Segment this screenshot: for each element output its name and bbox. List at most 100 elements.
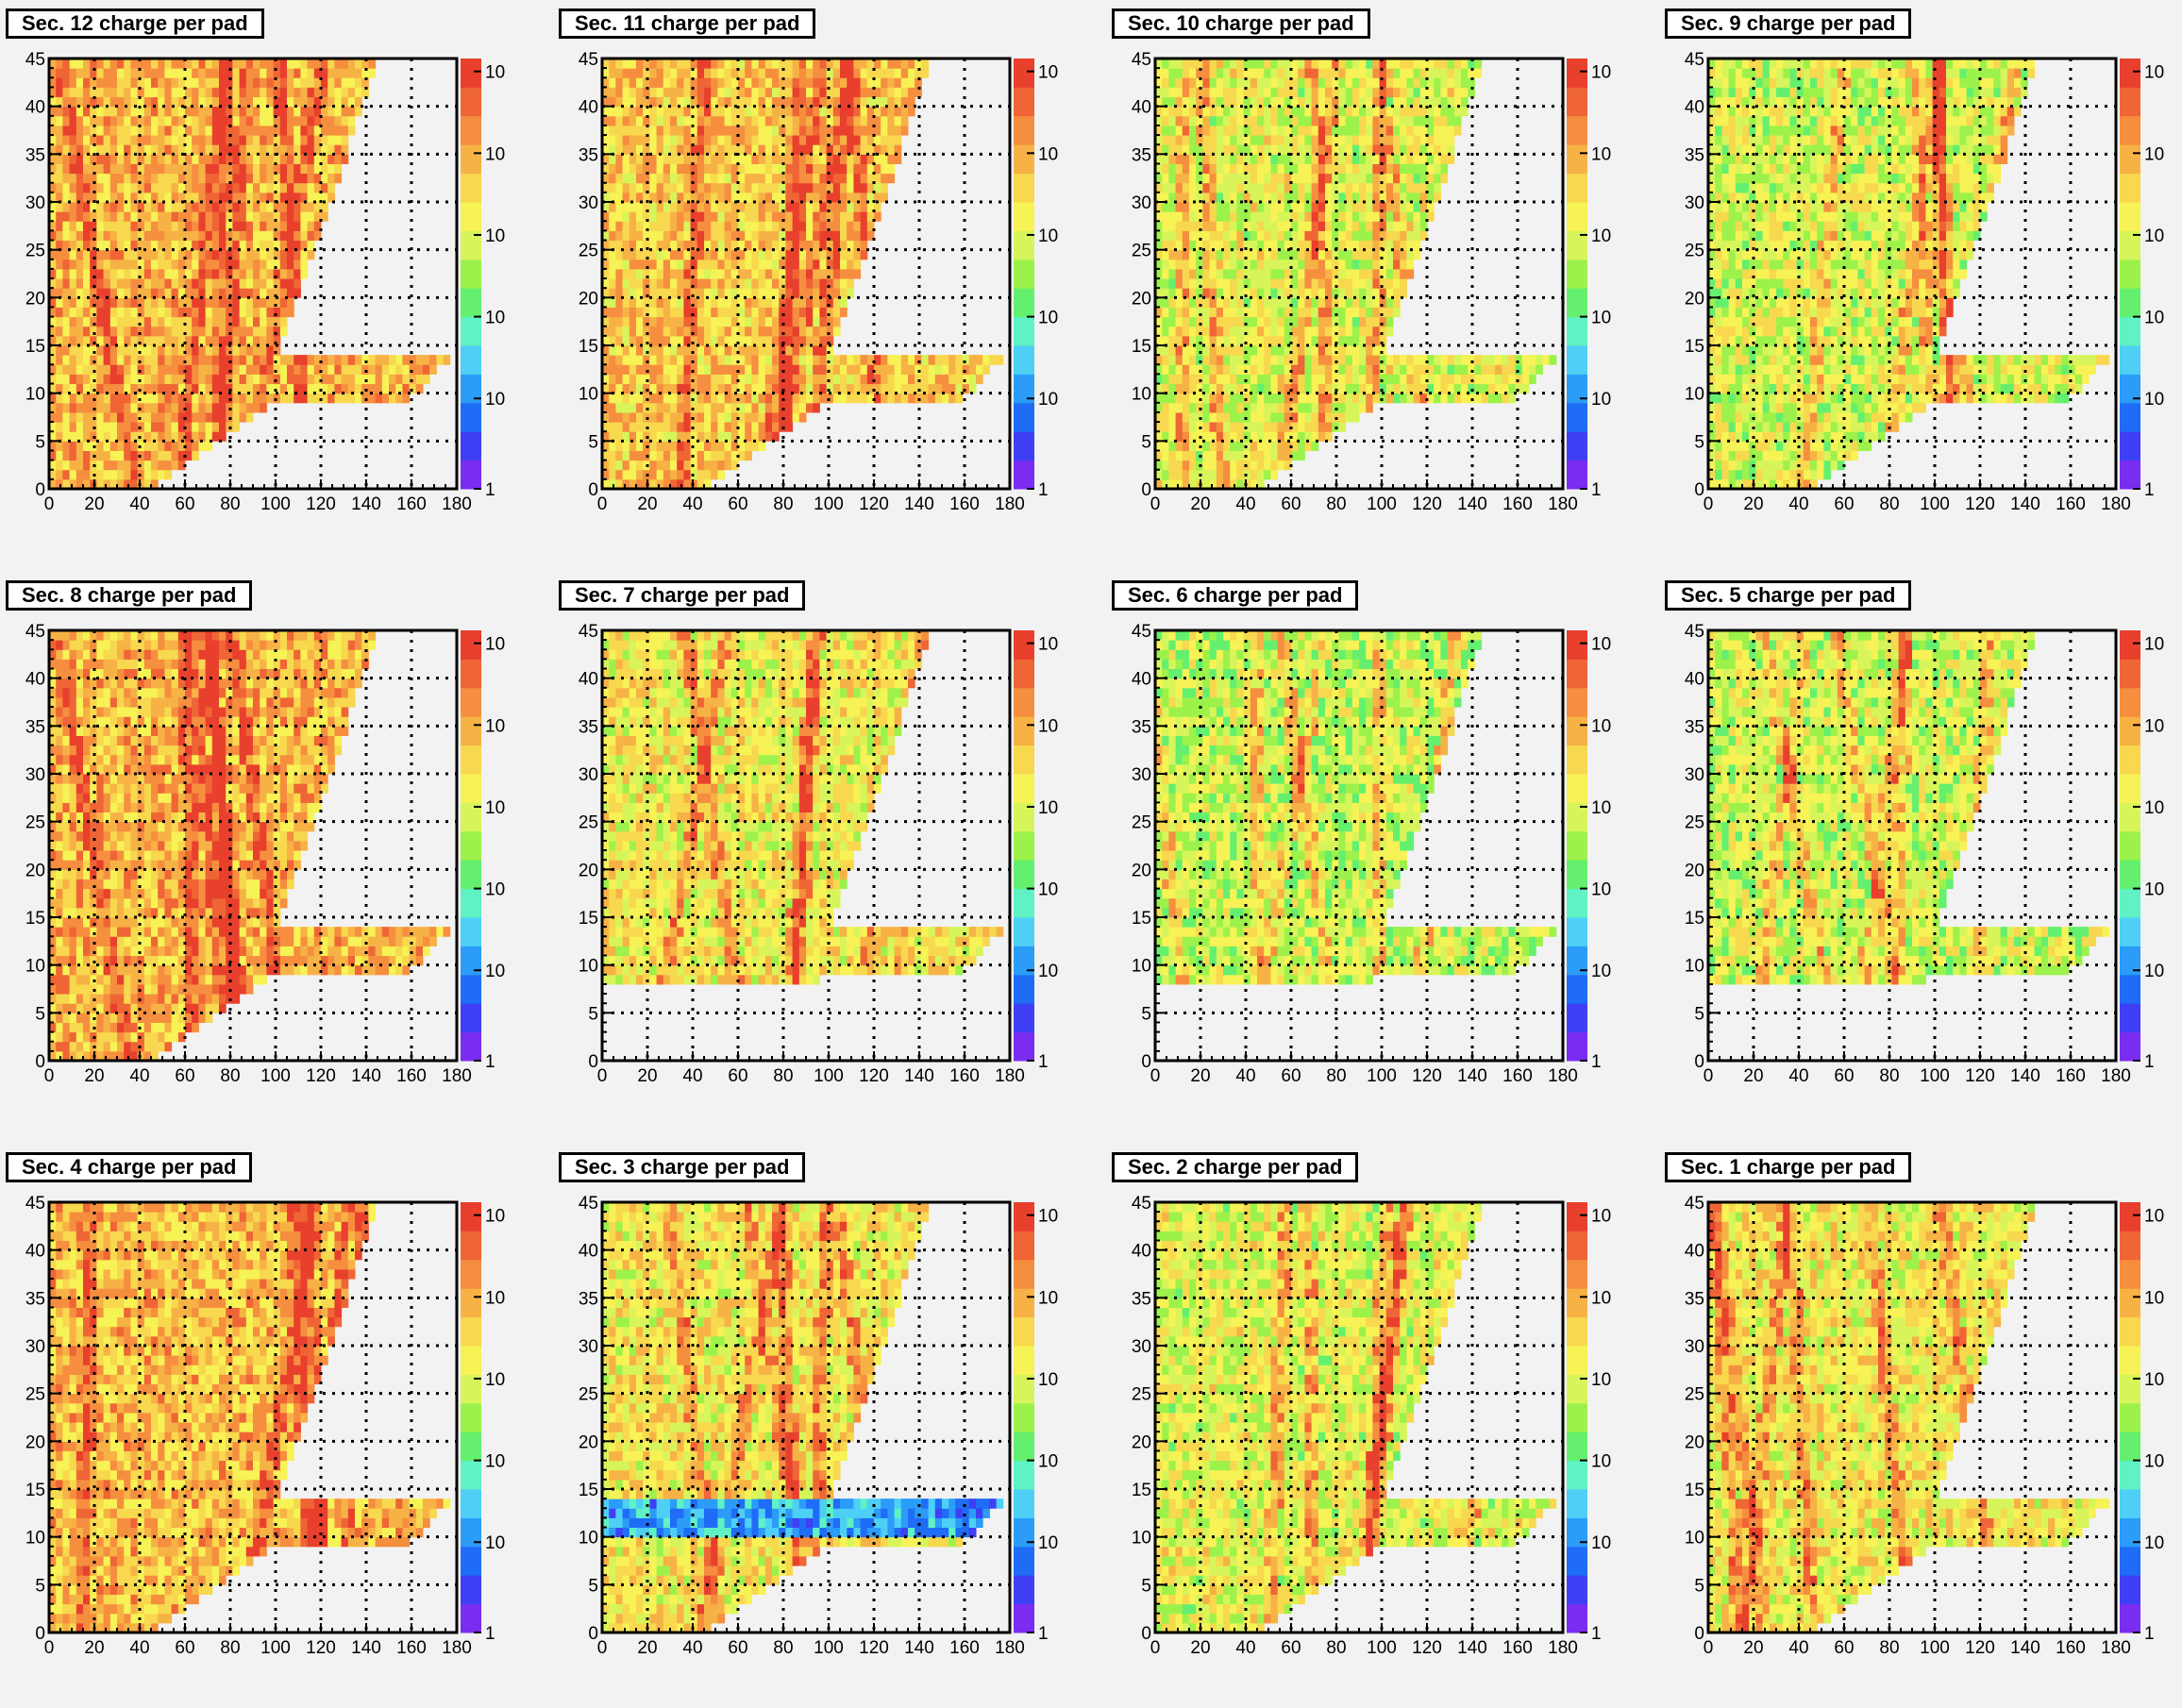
heatmap-cell	[1270, 211, 1278, 222]
heatmap-cell	[765, 422, 773, 432]
heatmap-cell	[1250, 412, 1258, 423]
heatmap-cell	[158, 269, 165, 279]
heatmap-cell	[83, 77, 91, 88]
heatmap-cell	[623, 269, 630, 279]
z-tick-label: 10	[485, 63, 505, 83]
heatmap-cell	[649, 422, 657, 432]
heatmap-cell	[246, 364, 254, 375]
heatmap-cell	[144, 68, 152, 78]
heatmap-cell	[144, 107, 152, 117]
heatmap-cell	[260, 107, 267, 117]
heatmap-cell	[1366, 327, 1373, 337]
heatmap-cell	[287, 394, 294, 404]
heatmap-cell	[1386, 278, 1394, 289]
heatmap-cell	[334, 135, 342, 145]
heatmap-cell	[806, 77, 814, 88]
heatmap-cell	[240, 230, 247, 241]
heatmap-cell	[144, 87, 152, 97]
heatmap-cell	[765, 116, 773, 126]
heatmap-cell	[212, 193, 220, 203]
heatmap-cell	[192, 307, 199, 317]
heatmap-cell	[1223, 297, 1231, 308]
heatmap-cell	[806, 403, 814, 413]
heatmap-cell	[1257, 460, 1265, 471]
heatmap-cell	[1250, 374, 1258, 384]
heatmap-cell	[657, 163, 664, 174]
heatmap-cell	[158, 230, 165, 241]
heatmap-cell	[164, 211, 172, 222]
heatmap-cell	[321, 364, 328, 375]
y-tick-label: 35	[579, 145, 598, 165]
heatmap-cell	[334, 374, 342, 384]
heatmap-cell	[212, 297, 220, 308]
heatmap-cell	[609, 345, 616, 356]
heatmap-cell	[785, 211, 793, 222]
heatmap-cell	[847, 364, 854, 375]
heatmap-cell	[144, 327, 152, 337]
heatmap-cell	[300, 269, 308, 279]
heatmap-cell	[1318, 412, 1326, 423]
heatmap-cell	[636, 260, 644, 270]
heatmap-cell	[172, 163, 179, 174]
heatmap-cell	[697, 116, 705, 126]
heatmap-cell	[697, 202, 705, 212]
heatmap-cell	[1298, 317, 1305, 327]
heatmap-cell	[772, 297, 780, 308]
heatmap-cell	[785, 394, 793, 404]
heatmap-cell	[663, 211, 671, 222]
heatmap-cell	[1236, 412, 1244, 423]
heatmap-cell	[717, 135, 725, 145]
heatmap-cell	[813, 174, 820, 184]
heatmap-cell	[827, 355, 834, 365]
heatmap-cell	[1298, 269, 1305, 279]
heatmap-cell	[124, 297, 131, 308]
heatmap-cell	[280, 260, 288, 270]
heatmap-cell	[96, 59, 104, 69]
heatmap-cell	[1298, 297, 1305, 308]
heatmap-cell	[56, 374, 63, 384]
heatmap-cell	[799, 68, 807, 78]
heatmap-cell	[1312, 403, 1319, 413]
heatmap-cell	[280, 68, 288, 78]
heatmap-cell	[260, 336, 267, 346]
heatmap-cell	[1312, 422, 1319, 432]
heatmap-cell	[1189, 394, 1197, 404]
heatmap-cell	[772, 374, 780, 384]
heatmap-cell	[677, 163, 684, 174]
heatmap-cell	[1176, 260, 1183, 270]
heatmap-cell	[1202, 250, 1210, 260]
heatmap-cell	[793, 163, 800, 174]
heatmap-cell	[717, 221, 725, 231]
heatmap-cell	[253, 374, 260, 384]
heatmap-cell	[609, 126, 616, 136]
heatmap-cell	[192, 317, 199, 327]
heatmap-cell	[1244, 374, 1251, 384]
heatmap-cell	[942, 374, 949, 384]
heatmap-cell	[1210, 394, 1217, 404]
heatmap-cell	[206, 278, 213, 289]
heatmap-cell	[649, 77, 657, 88]
heatmap-cell	[1168, 470, 1176, 480]
heatmap-cell	[260, 116, 267, 126]
heatmap-cell	[1176, 269, 1183, 279]
heatmap-cell	[1359, 394, 1367, 404]
heatmap-cell	[56, 211, 63, 222]
heatmap-cell	[287, 307, 294, 317]
heatmap-cell	[1318, 297, 1326, 308]
heatmap-cell	[355, 107, 362, 117]
heatmap-cell	[874, 394, 881, 404]
heatmap-cell	[90, 345, 97, 356]
heatmap-cell	[70, 394, 77, 404]
heatmap-cell	[1338, 230, 1346, 241]
heatmap-cell	[711, 297, 718, 308]
heatmap-cell	[117, 384, 125, 394]
heatmap-cell	[130, 403, 138, 413]
heatmap-cell	[246, 135, 254, 145]
heatmap-cell	[260, 384, 267, 394]
heatmap-cell	[833, 116, 841, 126]
heatmap-cell	[772, 260, 780, 270]
heatmap-cell	[368, 364, 376, 375]
heatmap-cell	[1183, 345, 1190, 356]
heatmap-cell	[704, 126, 712, 136]
